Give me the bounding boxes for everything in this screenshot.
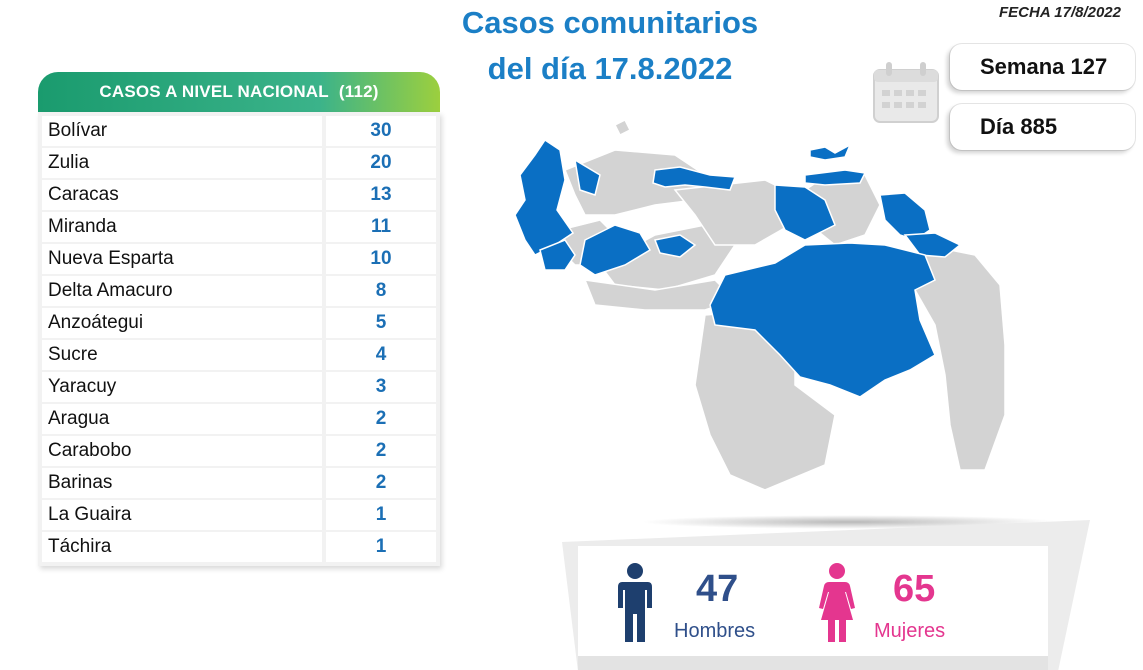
table-row: Táchira 1 (42, 532, 436, 562)
map-highlighted-states (514, 138, 962, 398)
map-state-delta-east (903, 232, 962, 258)
table-title: CASOS A NIVEL NACIONAL (99, 82, 329, 101)
state-name: Zulia (42, 148, 322, 178)
map-state-bolivar (709, 242, 936, 398)
table-row: Sucre 4 (42, 340, 436, 370)
state-cases: 2 (326, 468, 436, 498)
state-cases: 13 (326, 180, 436, 210)
state-cases: 2 (326, 436, 436, 466)
table-row: Carabobo 2 (42, 436, 436, 466)
state-cases: 3 (326, 372, 436, 402)
map-state-guayana-esequiba (914, 244, 1006, 471)
table-row: La Guaira 1 (42, 500, 436, 530)
state-cases: 4 (326, 340, 436, 370)
map-state-sucre (804, 169, 867, 186)
state-cases: 10 (326, 244, 436, 274)
table-body: Bolívar 30 Zulia 20 Caracas 13 Miranda 11 Nu… (38, 112, 440, 566)
state-cases: 5 (326, 308, 436, 338)
map-state-aragua-carabobo (653, 234, 697, 258)
table-row: Nueva Esparta 10 (42, 244, 436, 274)
map-state-nueva-esparta (809, 143, 852, 161)
state-name: Barinas (42, 468, 322, 498)
gender-panel-base (578, 656, 1048, 670)
state-cases: 20 (326, 148, 436, 178)
table-row: Zulia 20 (42, 148, 436, 178)
state-name: Anzoátegui (42, 308, 322, 338)
state-name: Táchira (42, 532, 322, 562)
state-name: Bolívar (42, 116, 322, 146)
gender-panel-inner (578, 546, 1048, 656)
state-cases: 11 (326, 212, 436, 242)
state-name: Carabobo (42, 436, 322, 466)
state-name: Yaracuy (42, 372, 322, 402)
state-name: La Guaira (42, 500, 322, 530)
woman-icon (819, 563, 855, 642)
date-label: FECHA 17/8/2022 (998, 4, 1121, 21)
map-state-tachira (539, 239, 576, 271)
table-row: Miranda 11 (42, 212, 436, 242)
map-base-states (559, 118, 1006, 491)
cases-table: CASOS A NIVEL NACIONAL (112) Bolívar 30 Z… (38, 72, 440, 566)
table-row: Delta Amacuro 8 (42, 276, 436, 306)
week-label: Semana 127 (980, 54, 1108, 79)
map-state-falcon-lara (564, 149, 706, 216)
women-label: Mujeres (874, 620, 946, 642)
map-state-guarico (673, 179, 796, 246)
state-cases: 30 (326, 116, 436, 146)
week-box: Semana 127 (950, 44, 1135, 90)
men-label: Hombres (674, 620, 756, 642)
state-name: Nueva Esparta (42, 244, 322, 274)
table-row: Bolívar 30 (42, 116, 436, 146)
map-state-zulia (514, 138, 575, 256)
state-cases: 2 (326, 404, 436, 434)
table-header: CASOS A NIVEL NACIONAL (112) (38, 72, 440, 112)
table-row: Yaracuy 3 (42, 372, 436, 402)
map-state-barinas (579, 224, 652, 276)
map-state-central-coast (652, 166, 737, 191)
state-name: Miranda (42, 212, 322, 242)
title-line-2: del día 17.8.2022 (487, 51, 733, 86)
table-row: Barinas 2 (42, 468, 436, 498)
map-island-aruba (613, 118, 632, 137)
table-row: Caracas 13 (42, 180, 436, 210)
map-state-falcon-coast (573, 158, 601, 196)
day-box: Día 885 (950, 104, 1135, 150)
state-cases: 8 (326, 276, 436, 306)
state-cases: 1 (326, 532, 436, 562)
state-cases: 1 (326, 500, 436, 530)
map-state-anzoategui (774, 184, 836, 241)
map-state-delta-amacuro (879, 192, 931, 241)
venezuela-map (514, 118, 1006, 491)
state-name: Delta Amacuro (42, 276, 322, 306)
women-count: 65 (893, 568, 936, 610)
panel-shadow (640, 515, 1060, 529)
table-row: Anzoátegui 5 (42, 308, 436, 338)
calendar-icon (873, 62, 939, 123)
men-count: 47 (696, 568, 739, 610)
table-row: Aragua 2 (42, 404, 436, 434)
day-label: Día 885 (980, 114, 1058, 139)
table-total: (112) (338, 82, 379, 101)
state-name: Aragua (42, 404, 322, 434)
state-name: Caracas (42, 180, 322, 210)
man-icon (618, 563, 652, 642)
state-name: Sucre (42, 340, 322, 370)
title-line-1: Casos comunitarios (461, 5, 759, 40)
page-title: Casos comunitarios del día 17.8.2022 (400, 0, 820, 92)
